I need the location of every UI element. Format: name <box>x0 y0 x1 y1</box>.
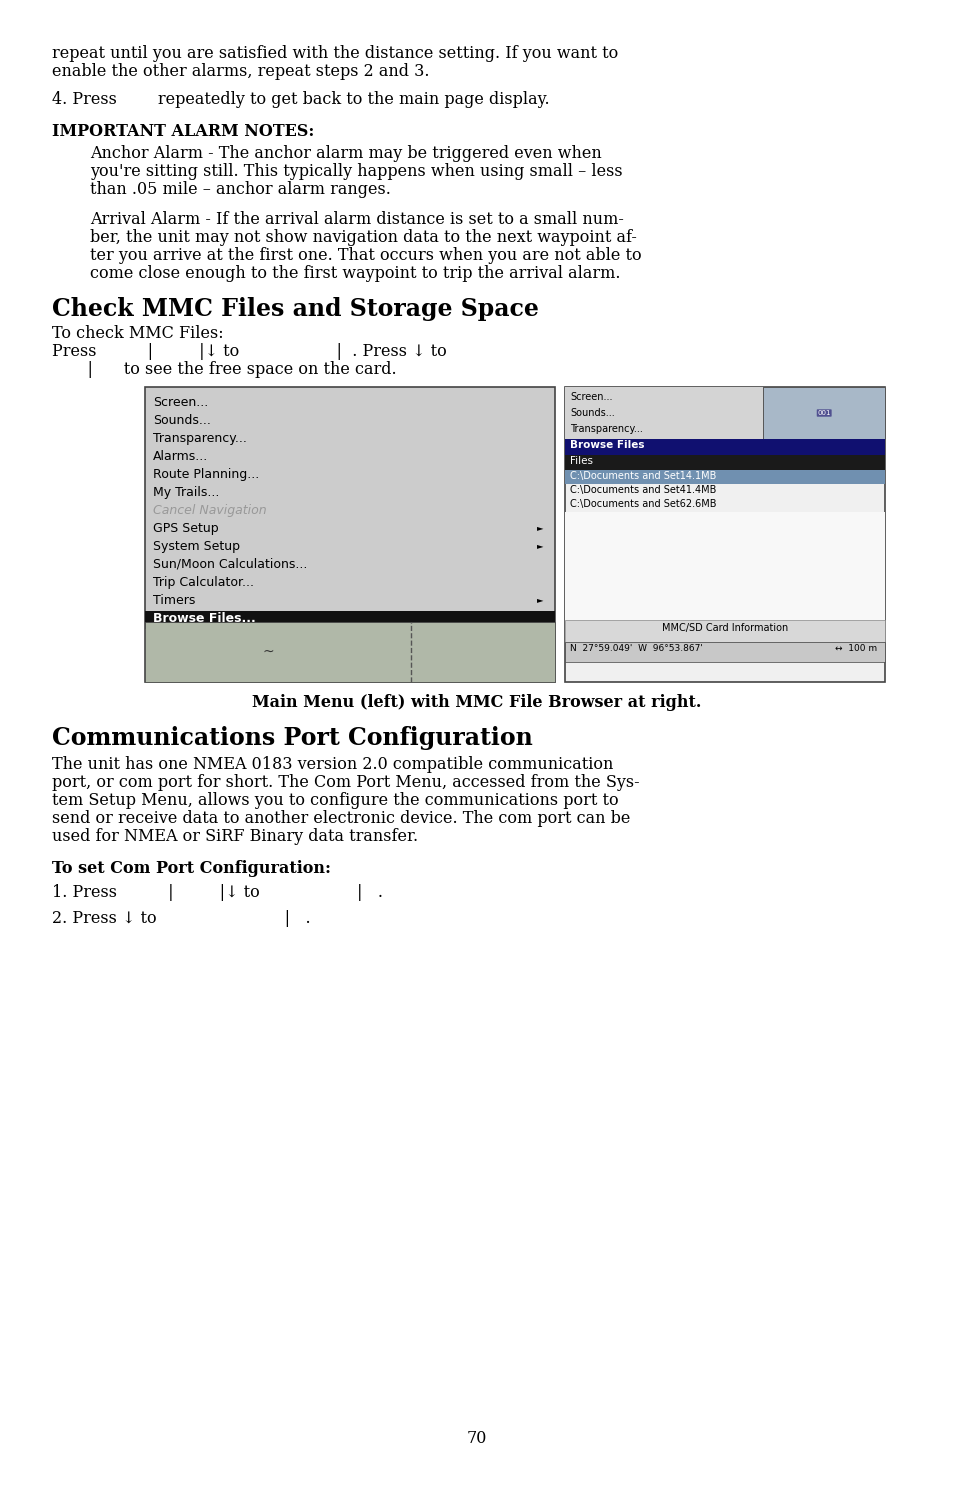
Text: Browse Files: Browse Files <box>569 440 644 451</box>
Text: repeat until you are satisfied with the distance setting. If you want to: repeat until you are satisfied with the … <box>52 45 618 62</box>
Text: Sun/Moon Calculations...: Sun/Moon Calculations... <box>152 558 307 571</box>
Text: My Trails...: My Trails... <box>152 486 219 500</box>
Text: IMPORTANT ALARM NOTES:: IMPORTANT ALARM NOTES: <box>52 123 314 140</box>
Text: Trip Calculator...: Trip Calculator... <box>152 575 253 589</box>
Text: System Setup: System Setup <box>152 540 240 553</box>
Bar <box>564 455 884 470</box>
Bar <box>564 620 884 642</box>
Bar <box>145 387 555 683</box>
Text: Alarms...: Alarms... <box>152 451 208 462</box>
Text: ↔  100 m: ↔ 100 m <box>834 644 876 653</box>
Text: enable the other alarms, repeat steps 2 and 3.: enable the other alarms, repeat steps 2 … <box>52 62 429 80</box>
Text: To set Com Port Configuration:: To set Com Port Configuration: <box>52 859 331 877</box>
Bar <box>564 387 762 439</box>
Text: Check MMC Files and Storage Space: Check MMC Files and Storage Space <box>52 297 538 321</box>
Text: you're sitting still. This typically happens when using small – less: you're sitting still. This typically hap… <box>90 164 622 180</box>
Text: ►: ► <box>537 595 543 604</box>
Text: Screen...: Screen... <box>569 393 612 401</box>
Text: Sounds...: Sounds... <box>152 413 211 427</box>
Bar <box>762 387 884 439</box>
Bar <box>145 611 555 629</box>
Text: port, or com port for short. The Com Port Menu, accessed from the Sys-: port, or com port for short. The Com Por… <box>52 775 639 791</box>
Text: 70: 70 <box>466 1430 487 1447</box>
Text: C:\Documents and Set14.1MB: C:\Documents and Set14.1MB <box>569 471 716 480</box>
Text: Cancel Navigation: Cancel Navigation <box>152 504 266 517</box>
Text: ►: ► <box>537 541 543 550</box>
Text: GPS Setup: GPS Setup <box>152 522 218 535</box>
Text: Anchor Alarm - The anchor alarm may be triggered even when: Anchor Alarm - The anchor alarm may be t… <box>90 146 601 162</box>
Text: Route Planning...: Route Planning... <box>152 468 259 480</box>
Text: Communications Port Configuration: Communications Port Configuration <box>52 726 532 749</box>
Text: Press          |         |↓ to                   |  . Press ↓ to: Press | |↓ to | . Press ↓ to <box>52 343 446 360</box>
Bar <box>564 387 884 683</box>
Text: Transparency...: Transparency... <box>569 424 642 434</box>
Text: 001: 001 <box>817 410 830 416</box>
Text: ~: ~ <box>262 645 274 659</box>
Text: tem Setup Menu, allows you to configure the communications port to: tem Setup Menu, allows you to configure … <box>52 793 618 809</box>
Text: used for NMEA or SiRF Binary data transfer.: used for NMEA or SiRF Binary data transf… <box>52 828 417 845</box>
Bar <box>145 622 555 683</box>
Text: ter you arrive at the first one. That occurs when you are not able to: ter you arrive at the first one. That oc… <box>90 247 641 265</box>
Text: C:\Documents and Set62.6MB: C:\Documents and Set62.6MB <box>569 500 716 509</box>
Text: 1. Press          |         |↓ to                   |   .: 1. Press | |↓ to | . <box>52 883 382 901</box>
Bar <box>564 512 884 642</box>
Text: MMC/SD Card Information: MMC/SD Card Information <box>661 623 787 633</box>
Text: ►: ► <box>537 523 543 532</box>
Bar <box>564 439 884 455</box>
Text: than .05 mile – anchor alarm ranges.: than .05 mile – anchor alarm ranges. <box>90 181 391 198</box>
Text: N  27°59.049'  W  96°53.867': N 27°59.049' W 96°53.867' <box>569 644 702 653</box>
Text: Transparency...: Transparency... <box>152 433 247 445</box>
Text: come close enough to the first waypoint to trip the arrival alarm.: come close enough to the first waypoint … <box>90 265 619 283</box>
Text: 4. Press        repeatedly to get back to the main page display.: 4. Press repeatedly to get back to the m… <box>52 91 549 109</box>
Text: Sounds...: Sounds... <box>569 407 614 418</box>
Bar <box>564 642 884 662</box>
Text: Main Menu (left) with MMC File Browser at right.: Main Menu (left) with MMC File Browser a… <box>252 694 701 711</box>
Text: To check MMC Files:: To check MMC Files: <box>52 326 223 342</box>
Text: send or receive data to another electronic device. The com port can be: send or receive data to another electron… <box>52 810 630 827</box>
Text: Screen...: Screen... <box>152 396 208 409</box>
Text: The unit has one NMEA 0183 version 2.0 compatible communication: The unit has one NMEA 0183 version 2.0 c… <box>52 755 613 773</box>
Text: Browse Files...: Browse Files... <box>152 613 255 625</box>
Text: ber, the unit may not show navigation data to the next waypoint af-: ber, the unit may not show navigation da… <box>90 229 637 245</box>
Text: |      to see the free space on the card.: | to see the free space on the card. <box>62 361 396 378</box>
Text: C:\Documents and Set41.4MB: C:\Documents and Set41.4MB <box>569 485 716 495</box>
Bar <box>564 470 884 483</box>
Text: Arrival Alarm - If the arrival alarm distance is set to a small num-: Arrival Alarm - If the arrival alarm dis… <box>90 211 623 228</box>
Text: Timers: Timers <box>152 593 195 607</box>
Text: 2. Press ↓ to                         |   .: 2. Press ↓ to | . <box>52 910 311 926</box>
Text: Files: Files <box>569 457 593 465</box>
